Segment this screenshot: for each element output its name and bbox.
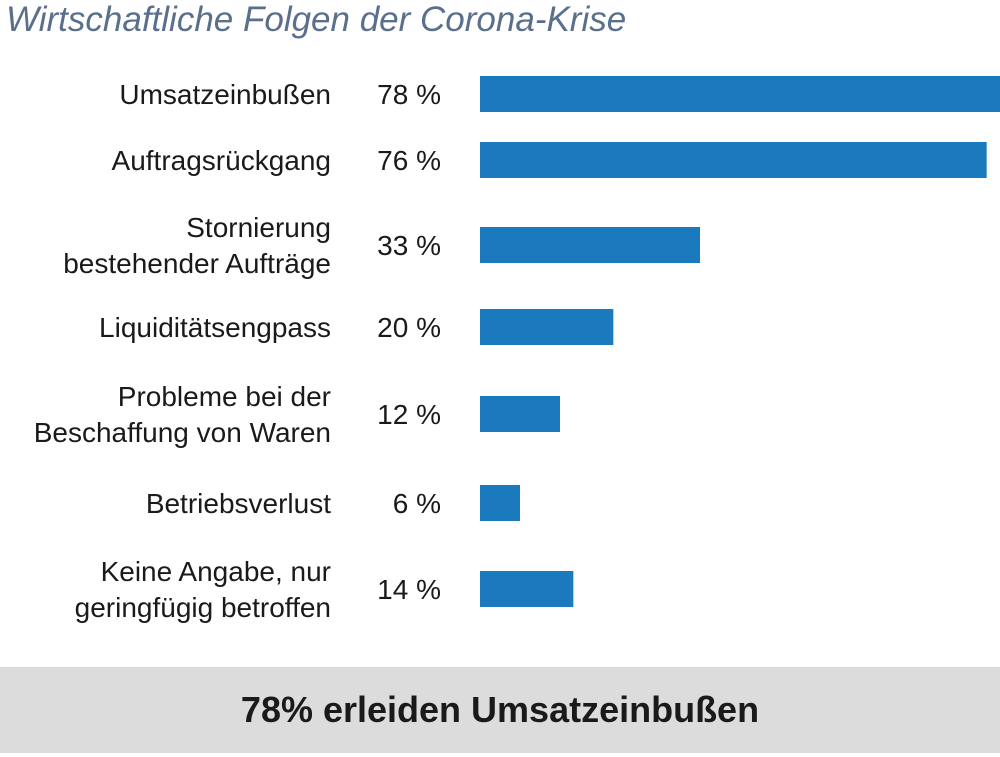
value-label: 12 % — [377, 399, 441, 430]
value-label: 20 % — [377, 312, 441, 343]
value-label: 14 % — [377, 574, 441, 605]
bar — [480, 142, 987, 178]
value-label: 78 % — [377, 79, 441, 110]
bar — [480, 571, 574, 607]
category-label: Auftragsrückgang — [112, 145, 331, 176]
category-label: Stornierung bestehender Aufträge — [63, 212, 331, 279]
summary-banner: 78% erleiden Umsatzeinbußen — [0, 667, 1000, 753]
category-label: Umsatzeinbußen — [119, 79, 331, 110]
category-label: Keine Angabe, nur geringfügig betroffen — [75, 556, 331, 623]
chart-title: Wirtschaftliche Folgen der Corona-Krise — [6, 0, 627, 39]
category-label: Betriebsverlust — [146, 488, 331, 519]
value-label: 33 % — [377, 230, 441, 261]
bar-chart: 78 % Umsatzeinbußen 76 % Auftragsrückgang 33… — [34, 76, 1000, 623]
category-label: Probleme bei der Beschaffung von Waren — [34, 381, 331, 448]
summary-text: 78% erleiden Umsatzeinbußen — [240, 689, 760, 730]
bar — [480, 76, 1000, 112]
bar — [480, 309, 614, 345]
value-label: 76 % — [377, 145, 441, 176]
bar — [480, 485, 520, 521]
category-label: Liquiditätsengpass — [99, 312, 331, 343]
value-label: 6 % — [393, 488, 441, 519]
bar — [480, 227, 700, 263]
bar — [480, 396, 560, 432]
